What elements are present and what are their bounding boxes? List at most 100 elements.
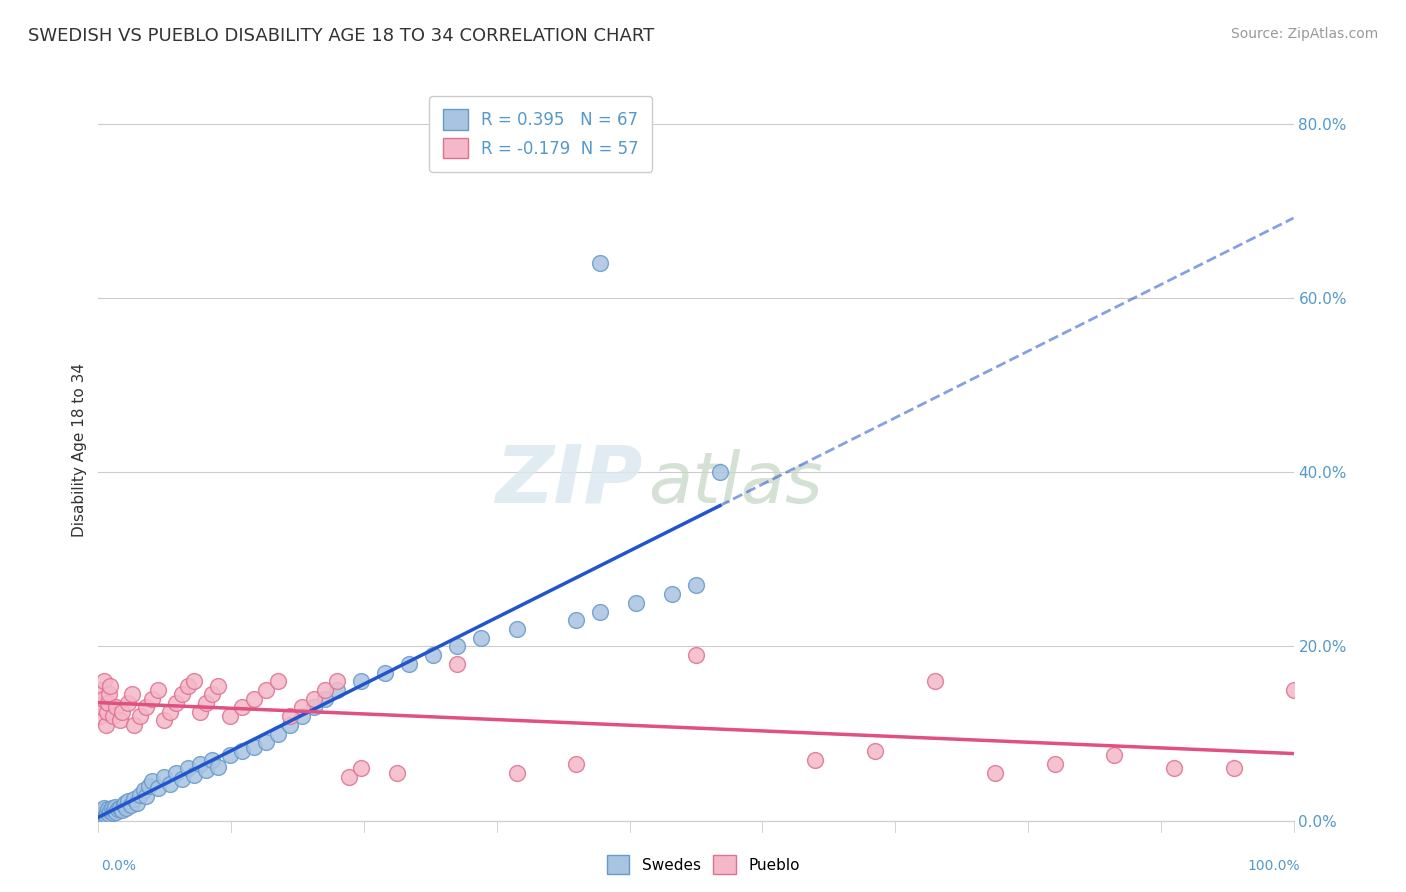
Point <box>97 696 120 710</box>
Point <box>153 714 176 728</box>
Point <box>302 700 325 714</box>
Point <box>506 765 529 780</box>
Text: ZIP: ZIP <box>495 441 643 519</box>
Text: atlas: atlas <box>648 450 823 518</box>
Point <box>267 726 290 740</box>
Point <box>115 800 138 814</box>
Point <box>385 765 409 780</box>
Point <box>138 779 160 793</box>
Point <box>506 622 529 636</box>
Point <box>201 753 224 767</box>
Point <box>188 705 211 719</box>
Point <box>101 709 124 723</box>
Point <box>195 696 218 710</box>
Point <box>243 739 266 754</box>
Point <box>685 648 707 662</box>
Point <box>339 770 361 784</box>
Point <box>315 683 337 698</box>
Point <box>589 605 612 619</box>
Point <box>90 809 112 823</box>
Point <box>91 691 114 706</box>
Point <box>129 709 152 723</box>
Y-axis label: Disability Age 18 to 34: Disability Age 18 to 34 <box>72 363 87 538</box>
Text: 0.0%: 0.0% <box>101 859 136 872</box>
Point <box>219 748 242 763</box>
Point <box>278 718 301 732</box>
Point <box>107 802 129 816</box>
Point <box>108 714 131 728</box>
Point <box>91 806 114 821</box>
Text: Source: ZipAtlas.com: Source: ZipAtlas.com <box>1230 27 1378 41</box>
Point <box>114 796 136 810</box>
Point <box>302 691 325 706</box>
Point <box>470 631 492 645</box>
Point <box>350 674 373 689</box>
Point <box>254 683 277 698</box>
Point <box>121 687 143 701</box>
Point <box>1104 748 1126 763</box>
Point <box>177 761 200 775</box>
Text: SWEDISH VS PUEBLO DISABILITY AGE 18 TO 34 CORRELATION CHART: SWEDISH VS PUEBLO DISABILITY AGE 18 TO 3… <box>28 27 654 45</box>
Point <box>188 757 211 772</box>
Point <box>105 700 128 714</box>
Point <box>111 705 134 719</box>
Point <box>124 718 146 732</box>
Point <box>91 700 114 714</box>
Point <box>243 691 266 706</box>
Point <box>117 696 139 710</box>
Point <box>172 687 194 701</box>
Point <box>98 679 122 693</box>
Point <box>267 674 290 689</box>
Point <box>100 801 122 815</box>
Point <box>661 587 683 601</box>
Point <box>177 679 200 693</box>
Point <box>117 795 139 809</box>
Point <box>103 803 125 817</box>
Point <box>219 709 242 723</box>
Point <box>105 805 128 819</box>
Point <box>201 687 224 701</box>
Point <box>135 789 157 804</box>
Point <box>709 465 731 479</box>
Point <box>165 696 187 710</box>
Point <box>120 797 142 812</box>
Point <box>159 777 181 791</box>
Point <box>141 691 163 706</box>
Point <box>291 700 314 714</box>
Point <box>291 709 314 723</box>
Point <box>685 578 707 592</box>
Point <box>125 796 148 810</box>
Point <box>1163 761 1185 775</box>
Point <box>865 744 887 758</box>
Point <box>135 700 157 714</box>
Point <box>159 705 181 719</box>
Point <box>111 803 134 817</box>
Point <box>326 683 349 698</box>
Point <box>94 718 117 732</box>
Point <box>98 806 121 821</box>
Point <box>89 709 111 723</box>
Text: 100.0%: 100.0% <box>1249 859 1301 872</box>
Point <box>315 691 337 706</box>
Point <box>165 765 187 780</box>
Point <box>141 774 163 789</box>
Point <box>231 700 253 714</box>
Point <box>231 744 253 758</box>
Legend: R = 0.395   N = 67, R = -0.179  N = 57: R = 0.395 N = 67, R = -0.179 N = 57 <box>429 96 652 171</box>
Point <box>132 783 155 797</box>
Legend: Swedes, Pueblo: Swedes, Pueblo <box>600 849 806 880</box>
Point <box>91 808 114 822</box>
Point <box>984 765 1007 780</box>
Point <box>254 735 277 749</box>
Point <box>565 613 588 627</box>
Point <box>398 657 420 671</box>
Point <box>924 674 946 689</box>
Point <box>108 800 131 814</box>
Point <box>326 674 349 689</box>
Point <box>129 788 152 802</box>
Point <box>207 759 229 773</box>
Point <box>90 683 112 698</box>
Point <box>278 709 301 723</box>
Point <box>93 805 115 820</box>
Point <box>207 679 229 693</box>
